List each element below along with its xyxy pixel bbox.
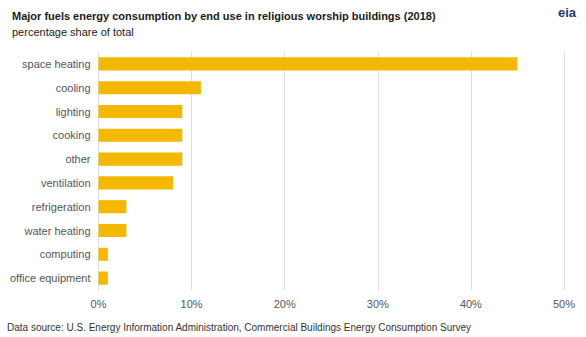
svg-text:50%: 50% [553, 298, 575, 310]
svg-text:30%: 30% [367, 298, 389, 310]
svg-text:20%: 20% [274, 298, 296, 310]
svg-text:eia: eia [558, 5, 577, 20]
svg-text:cooking: cooking [53, 129, 91, 141]
svg-text:percentage share of total: percentage share of total [12, 26, 134, 38]
svg-text:water heating: water heating [23, 225, 90, 237]
svg-text:cooling: cooling [56, 82, 91, 94]
svg-text:space heating: space heating [22, 58, 91, 70]
svg-text:computing: computing [40, 248, 91, 260]
svg-text:office equipment: office equipment [10, 272, 91, 284]
svg-text:other: other [65, 153, 90, 165]
svg-text:10%: 10% [181, 298, 203, 310]
svg-text:lighting: lighting [56, 106, 91, 118]
svg-text:ventilation: ventilation [41, 177, 91, 189]
svg-text:refrigeration: refrigeration [32, 201, 91, 213]
svg-text:40%: 40% [460, 298, 482, 310]
svg-text:Data source: U.S. Energy Infor: Data source: U.S. Energy Information Adm… [7, 322, 471, 333]
svg-text:Major fuels energy consumption: Major fuels energy consumption by end us… [12, 10, 436, 22]
svg-text:0%: 0% [91, 298, 107, 310]
